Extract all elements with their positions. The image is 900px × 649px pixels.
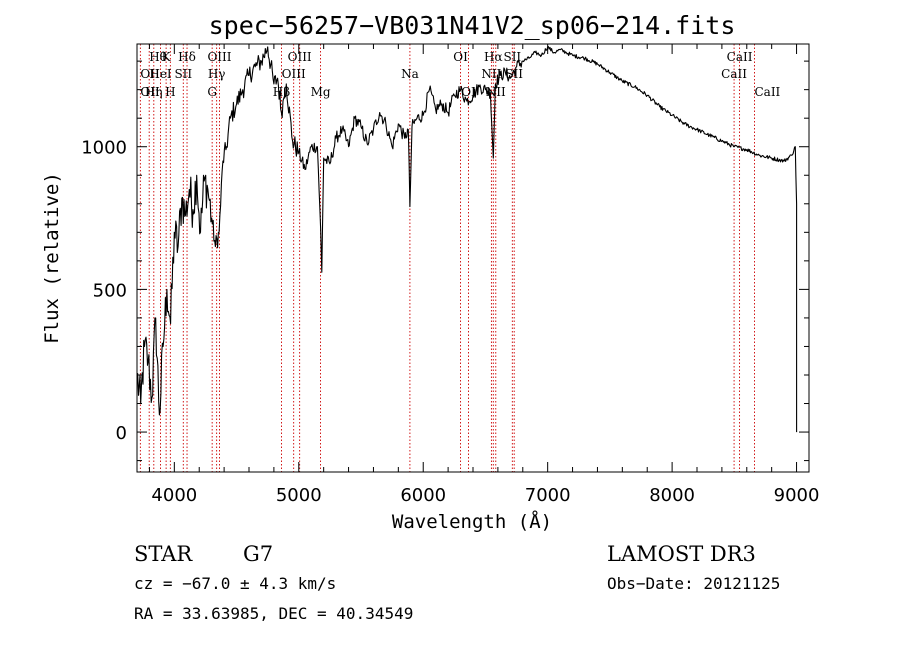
spectral-line-label: CaII (727, 50, 753, 64)
survey-name: LAMOST DR3 (607, 542, 756, 566)
spectral-line-label: Hβ (273, 85, 290, 99)
object-subclass: G7 (243, 542, 273, 566)
chart-title: spec−56257−VB031N41V2_sp06−214.fits (209, 11, 736, 40)
x-tick-label: 8000 (649, 485, 695, 506)
spectral-line-label: Hδ (178, 50, 196, 64)
y-tick-label: 0 (116, 423, 127, 444)
spectral-line-label: SII (174, 67, 192, 81)
x-tick-label: 6000 (400, 485, 446, 506)
spectral-line-label: OI (453, 50, 468, 64)
observation-date: Obs−Date: 20121125 (607, 574, 780, 593)
spectral-line-label: Na (401, 67, 419, 81)
spectral-line-label: Mg (311, 85, 331, 99)
ra-dec-coordinates: RA = 33.63985, DEC = 40.34549 (134, 604, 413, 623)
y-tick-label: 500 (93, 280, 127, 301)
y-tick-label: 1000 (81, 138, 127, 159)
object-class: STAR (134, 542, 193, 566)
x-axis-label: Wavelength (Å) (392, 510, 552, 533)
spectral-line-label: OIII (282, 67, 306, 81)
spectral-line-label: OII (140, 67, 160, 81)
spectral-line-label: Hα (484, 50, 503, 64)
spectral-line-label: K (162, 50, 172, 64)
x-tick-label: 9000 (774, 485, 820, 506)
spectral-line-label: Hη (145, 85, 163, 99)
redshift-velocity: cz = −67.0 ± 4.3 km/s (134, 574, 336, 593)
spectral-line-label: SII (503, 50, 521, 64)
spectral-line-label: CaII (721, 67, 747, 81)
x-axis-ticks: 4000 5000 6000 7000 8000 9000 (148, 44, 820, 506)
x-tick-label: 5000 (276, 485, 322, 506)
plot-frame (136, 43, 810, 473)
y-axis-label: Flux (relative) (41, 172, 63, 344)
spectral-line-label: Hθ (149, 50, 167, 64)
y-axis-ticks: 0 500 1000 (81, 60, 809, 462)
spectral-line-label: Hγ (208, 67, 226, 81)
spectral-line-label: G (207, 85, 217, 99)
spectral-line-label: OIII (288, 50, 312, 64)
spectral-line-label: H (165, 85, 175, 99)
spectral-line-label: CaII (754, 85, 780, 99)
spectral-line-label: OI (461, 85, 476, 99)
x-tick-label: 7000 (525, 485, 571, 506)
spectral-line-label: OII (140, 85, 160, 99)
flux-series-line (136, 46, 798, 433)
spectral-line-label: OIII (207, 50, 231, 64)
spectral-line-label: HeI (149, 67, 172, 81)
spectral-line-label: NII (481, 67, 501, 81)
x-tick-label: 4000 (151, 485, 197, 506)
